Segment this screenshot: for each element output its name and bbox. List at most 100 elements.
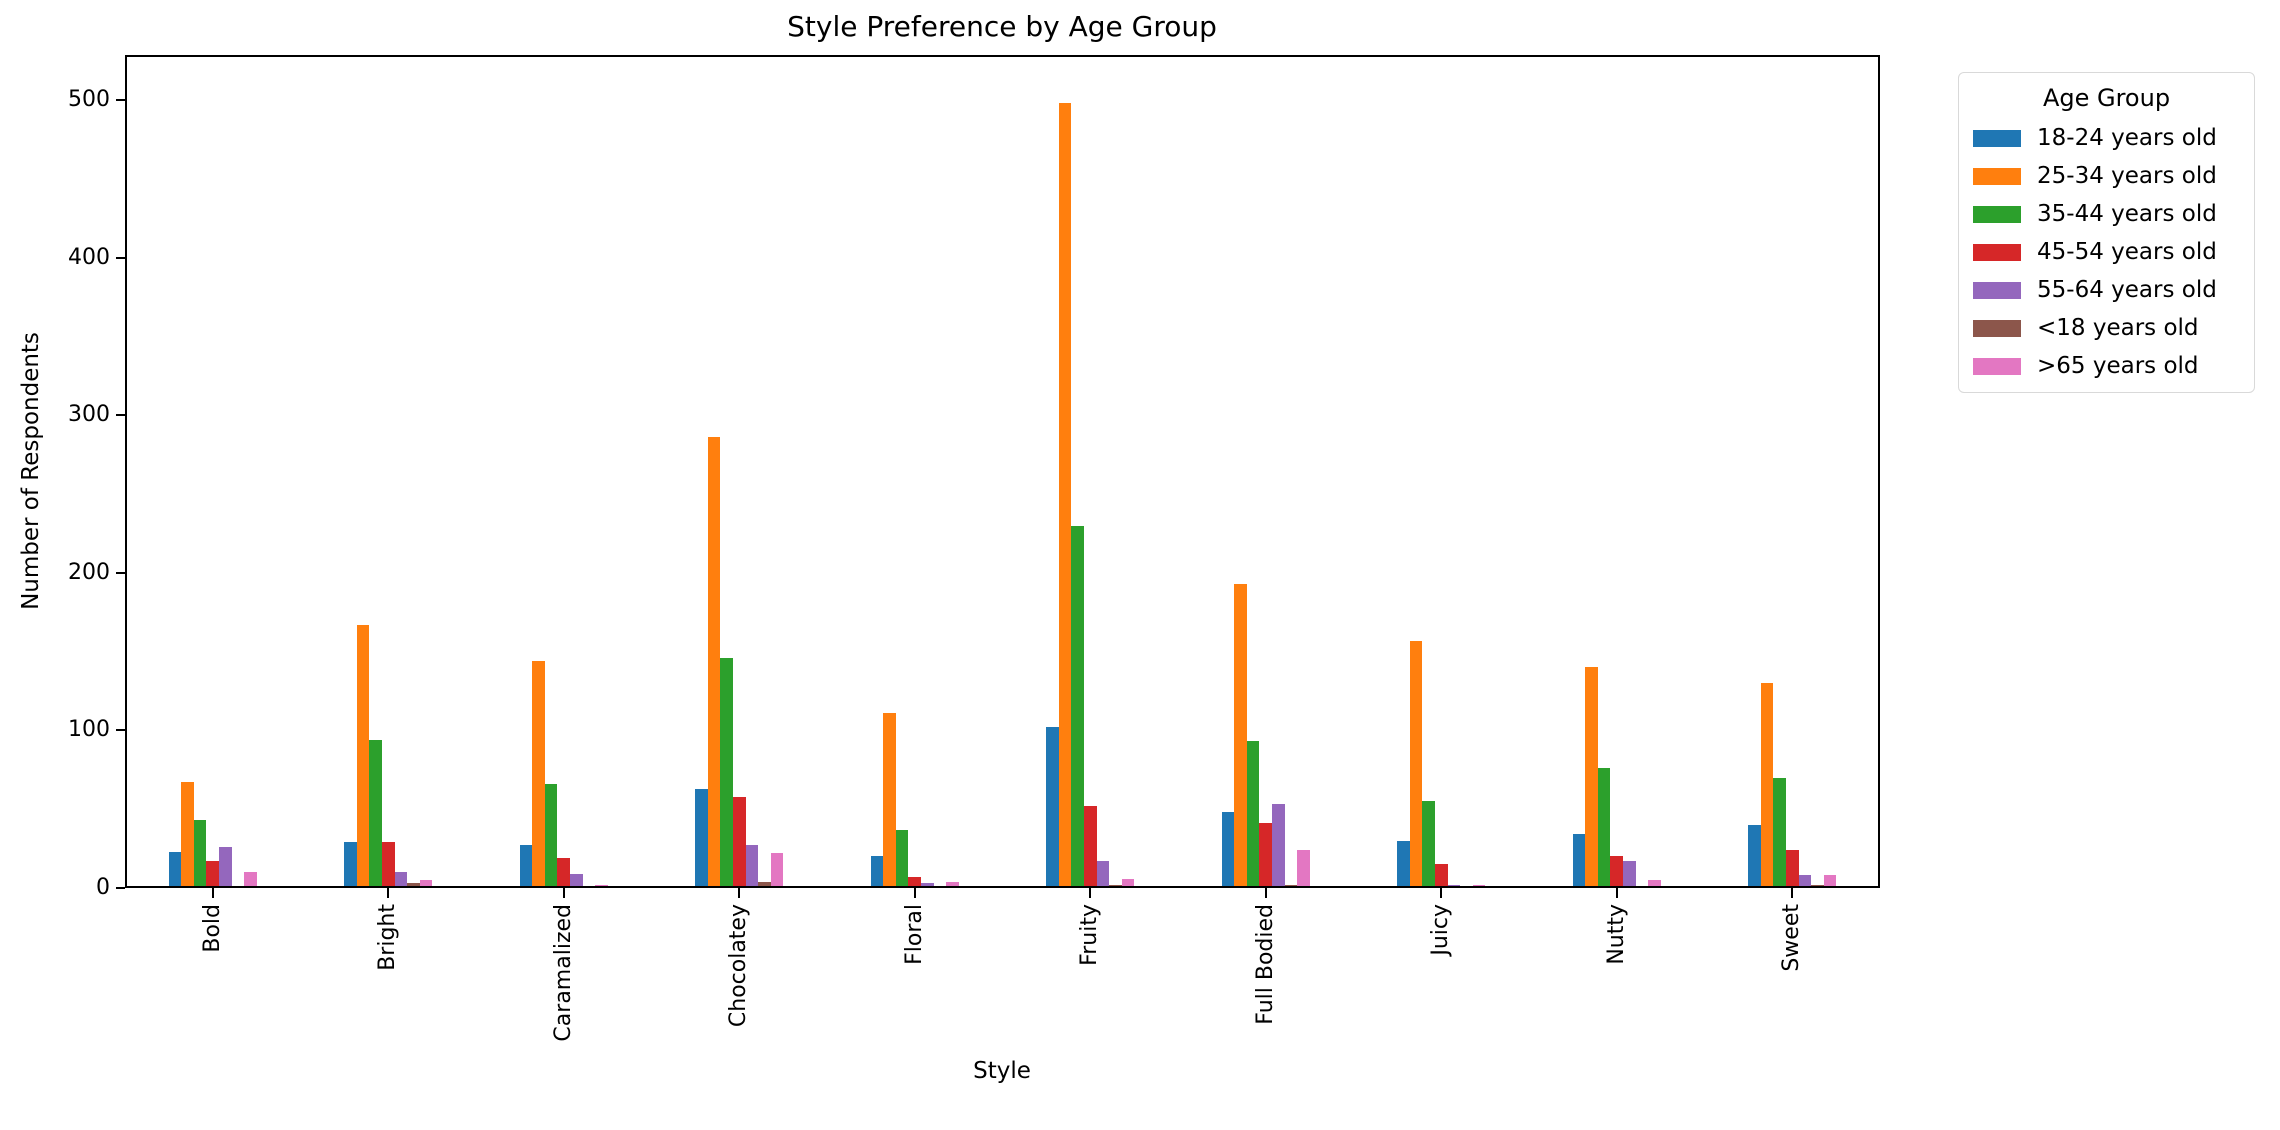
bar-bright-s3 — [381, 842, 395, 888]
legend-item: 25-34 years old — [1959, 157, 2254, 195]
bar-juicy-s4 — [1447, 884, 1461, 888]
legend-color-swatch — [1973, 167, 2021, 185]
x-tick-label: Bold — [199, 904, 225, 953]
bar-floral-s2 — [895, 829, 909, 888]
bar-fruity-s5 — [1109, 884, 1122, 888]
bar-bold-s3 — [206, 861, 219, 888]
plot-area — [125, 55, 1880, 888]
x-tick-label: Sweet — [1779, 904, 1805, 972]
y-tick-mark — [116, 729, 125, 732]
legend-color-swatch — [1973, 357, 2021, 375]
bar-chocolatey-s6 — [770, 853, 784, 888]
bar-sweet-s2 — [1773, 777, 1786, 888]
legend-rows: 18-24 years old 25-34 years old 35-44 year… — [1959, 119, 2254, 385]
y-tick-mark — [116, 571, 125, 574]
x-axis-label: Style — [973, 1058, 1031, 1084]
legend-label: 45-54 years old — [2037, 239, 2217, 265]
bar-bright-s5 — [407, 883, 420, 888]
bar-caramalized-s6 — [595, 884, 608, 888]
y-tick-mark — [116, 887, 125, 889]
bar-bold-s2 — [193, 820, 207, 888]
bar-bright-s2 — [369, 739, 382, 888]
bar-juicy-s6 — [1472, 884, 1486, 888]
x-tick-mark — [562, 888, 565, 898]
x-tick-mark — [913, 888, 916, 898]
y-tick-label: 400 — [68, 244, 110, 270]
bar-chocolatey-s0 — [695, 788, 708, 888]
y-tick-label: 100 — [68, 717, 110, 743]
bar-caramalized-s1 — [532, 661, 545, 888]
bar-bright-s0 — [344, 842, 357, 888]
bar-floral-s4 — [921, 883, 934, 888]
bar-full-bodied-s2 — [1246, 741, 1260, 888]
legend-label: 35-44 years old — [2037, 201, 2217, 227]
bar-sweet-s0 — [1748, 824, 1761, 888]
bar-chocolatey-s1 — [707, 437, 721, 888]
bar-fruity-s1 — [1058, 103, 1072, 888]
legend-color-swatch — [1973, 129, 2021, 147]
bar-juicy-s3 — [1434, 864, 1448, 888]
bar-chocolatey-s3 — [732, 796, 746, 888]
y-tick-mark — [116, 414, 125, 417]
legend-label: <18 years old — [2037, 315, 2199, 341]
bar-caramalized-s4 — [570, 873, 583, 888]
x-tick-label: Fruity — [1077, 904, 1103, 966]
legend-label: 25-34 years old — [2037, 163, 2217, 189]
bar-floral-s6 — [946, 881, 959, 888]
legend-item: <18 years old — [1959, 309, 2254, 347]
bar-fruity-s0 — [1046, 727, 1059, 888]
x-tick-label: Floral — [901, 904, 927, 965]
bar-full-bodied-s3 — [1259, 823, 1272, 888]
legend-color-swatch — [1973, 281, 2021, 299]
bar-sweet-s1 — [1760, 683, 1774, 888]
bar-caramalized-s3 — [557, 858, 570, 888]
legend-color-swatch — [1973, 319, 2021, 337]
bar-full-bodied-s0 — [1221, 812, 1235, 888]
y-tick-mark — [116, 256, 125, 259]
y-tick-label: 200 — [68, 559, 110, 585]
legend-item: 35-44 years old — [1959, 195, 2254, 233]
bar-juicy-s1 — [1409, 640, 1423, 888]
bar-bold-s6 — [244, 872, 257, 888]
bar-juicy-s2 — [1422, 801, 1435, 888]
bar-bright-s1 — [356, 624, 370, 888]
legend-label: 55-64 years old — [2037, 277, 2217, 303]
bar-bold-s4 — [219, 847, 232, 888]
bar-bright-s4 — [394, 872, 408, 888]
bar-nutty-s6 — [1648, 880, 1661, 888]
bar-sweet-s5 — [1811, 884, 1824, 888]
x-tick-mark — [1791, 888, 1794, 898]
bar-bold-s1 — [181, 782, 194, 888]
legend-item: 18-24 years old — [1959, 119, 2254, 157]
bar-chocolatey-s5 — [758, 881, 771, 888]
x-tick-mark — [211, 888, 214, 898]
bar-nutty-s1 — [1585, 667, 1598, 888]
x-tick-label: Caramalized — [550, 904, 576, 1042]
bar-fruity-s6 — [1121, 878, 1135, 888]
x-tick-mark — [387, 888, 390, 898]
x-tick-label: Nutty — [1603, 904, 1629, 965]
x-tick-label: Juicy — [1428, 904, 1454, 956]
bar-caramalized-s2 — [544, 783, 558, 888]
x-tick-label: Bright — [375, 904, 401, 971]
bar-floral-s1 — [883, 713, 896, 888]
bar-sweet-s6 — [1823, 875, 1837, 888]
legend: Age Group 18-24 years old 25-34 years old… — [1958, 72, 2255, 393]
bar-caramalized-s0 — [519, 845, 533, 888]
y-tick-label: 500 — [68, 87, 110, 112]
x-tick-mark — [1440, 888, 1443, 898]
chart-title: Style Preference by Age Group — [787, 10, 1217, 43]
bar-floral-s0 — [870, 856, 884, 888]
x-tick-label: Chocolatey — [726, 904, 752, 1028]
legend-item: >65 years old — [1959, 347, 2254, 385]
y-tick-mark — [116, 99, 125, 101]
y-tick-label: 300 — [68, 402, 110, 428]
bar-floral-s3 — [908, 876, 921, 888]
bar-bright-s6 — [419, 880, 433, 888]
x-tick-label: Full Bodied — [1252, 904, 1278, 1025]
bar-fruity-s3 — [1083, 806, 1097, 888]
x-tick-mark — [1264, 888, 1267, 898]
x-tick-mark — [1089, 888, 1092, 898]
bar-nutty-s0 — [1572, 834, 1586, 888]
